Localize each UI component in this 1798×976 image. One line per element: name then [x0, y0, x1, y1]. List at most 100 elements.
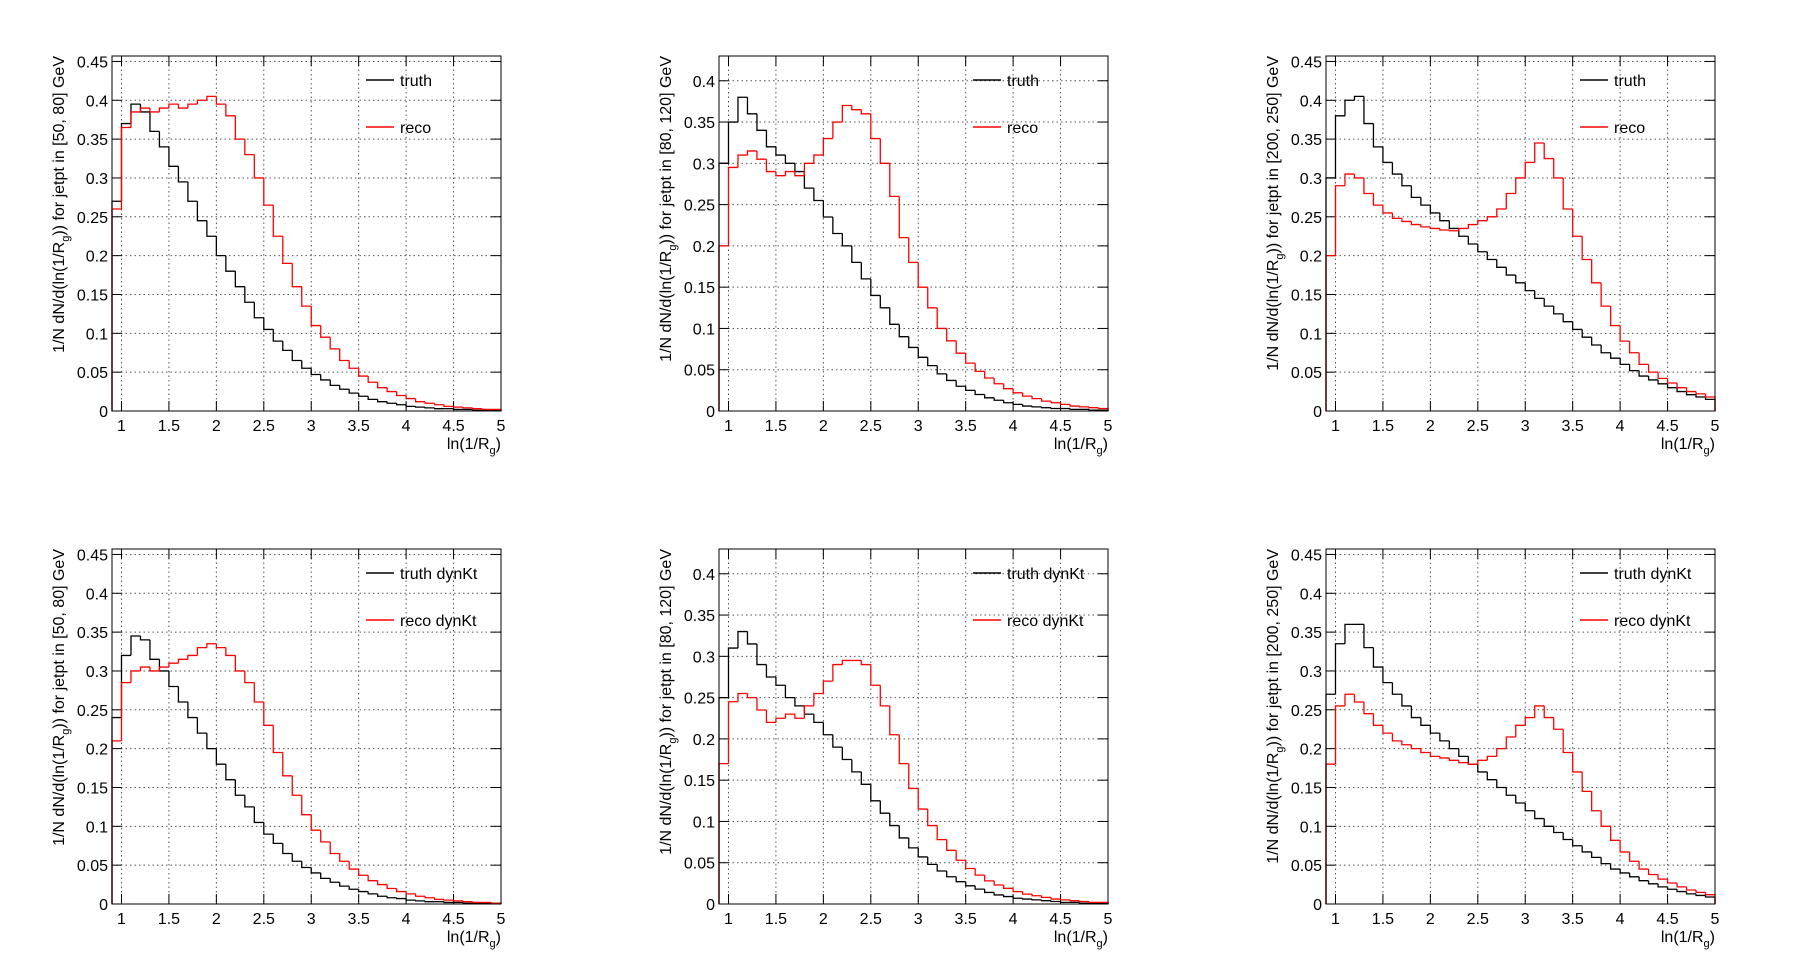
histogram-step [841, 659, 852, 665]
legend-label: truth dynKt [1007, 566, 1085, 583]
histogram-step [1534, 142, 1545, 163]
y-tick-label: 0.3 [1300, 171, 1322, 188]
histogram-step [1591, 259, 1602, 284]
histogram-step [1685, 886, 1697, 891]
x-tick-label: 5 [1104, 911, 1113, 928]
histogram-step [1581, 236, 1592, 261]
histogram-step [253, 302, 264, 319]
histogram-step [424, 407, 435, 409]
histogram-step [984, 875, 995, 882]
x-tick-label: 5 [497, 418, 506, 435]
histogram-step [263, 702, 274, 726]
histogram-step [377, 880, 388, 886]
histogram-step [1666, 886, 1678, 890]
histogram-step [206, 95, 217, 101]
histogram-step [1021, 404, 1033, 407]
histogram-step [965, 353, 976, 364]
y-tick-label: 0.3 [86, 171, 108, 188]
histogram-step [196, 201, 207, 222]
x-axis-label: ln(1/Rg) [1661, 929, 1715, 950]
x-tick-label: 3 [307, 911, 316, 928]
y-tick-label: 0.25 [77, 210, 108, 227]
histogram-step [1676, 383, 1687, 389]
histogram-step [1600, 282, 1611, 307]
histogram-step [358, 869, 369, 876]
histogram-step [1429, 725, 1440, 734]
histogram-step [187, 654, 198, 660]
histogram-step [158, 131, 169, 148]
histogram-step [120, 122, 131, 202]
x-tick-label: 4 [1009, 418, 1018, 435]
histogram-step [1050, 900, 1061, 903]
histogram-step [1676, 387, 1687, 393]
histogram-step [889, 705, 900, 736]
histogram-step [1334, 643, 1345, 695]
x-tick-label: 2 [212, 418, 221, 435]
histogram-step [775, 171, 786, 177]
y-tick-label: 0 [1313, 897, 1322, 914]
histogram-step [253, 682, 264, 703]
histogram-step [272, 329, 283, 342]
x-tick-label: 3.5 [348, 911, 370, 928]
histogram-step [433, 407, 445, 410]
histogram-step [851, 245, 862, 264]
x-tick-label: 3.5 [348, 418, 370, 435]
y-tick-label: 0.4 [86, 93, 108, 110]
x-tick-label: 4 [402, 911, 411, 928]
histogram-step [1695, 394, 1706, 398]
histogram-step [1050, 407, 1061, 410]
histogram-step [1572, 209, 1583, 237]
y-tick-label: 0.15 [77, 287, 108, 304]
histogram-step [1496, 747, 1507, 757]
histogram-step [1031, 406, 1042, 408]
histogram-step [215, 643, 226, 649]
histogram-step [1021, 898, 1033, 900]
histogram-step [1524, 161, 1535, 178]
histogram-step [367, 875, 378, 882]
histogram-step [746, 631, 757, 645]
x-tick-label: 1 [117, 418, 126, 435]
histogram-step [1382, 205, 1393, 214]
plot-frame [718, 548, 1109, 905]
histogram-step [1638, 370, 1649, 377]
histogram-step [946, 373, 957, 382]
y-tick-label: 0.2 [86, 742, 108, 759]
plot-frame [1325, 548, 1716, 905]
panel: 0 0.05 0.1 0.15 0.2 0.25 0.3 0.35 0.4 1 1.5 2 2.5 3 3.… [658, 55, 1113, 457]
histogram-step [339, 882, 350, 887]
histogram-step [756, 697, 767, 711]
legend-label: truth [400, 73, 432, 90]
histogram-step [225, 647, 236, 657]
histogram-step [1638, 861, 1649, 870]
histogram-step [1382, 725, 1393, 734]
histogram-step [879, 138, 890, 164]
x-tick-label: 2 [212, 911, 221, 928]
histogram-step [851, 759, 862, 773]
histogram-step [1496, 779, 1507, 789]
histogram-step [1420, 197, 1431, 206]
histogram-step [727, 166, 738, 246]
y-axis-label: 1/N dN/d(ln(1/Rg)) for jetpt in [200, 25… [1265, 549, 1286, 864]
histogram-step [974, 390, 985, 396]
histogram-step [111, 208, 122, 411]
x-tick-label: 4 [1009, 911, 1018, 928]
histogram-step [234, 779, 245, 796]
histogram-step [1050, 897, 1061, 900]
histogram-step [414, 398, 426, 403]
y-tick-label: 0.2 [693, 239, 715, 256]
histogram-step [1325, 763, 1336, 904]
histogram-step [1334, 115, 1345, 178]
histogram-step [1562, 313, 1573, 323]
y-tick-label: 0 [99, 897, 108, 914]
histogram-step [358, 393, 369, 397]
histogram-step [1600, 857, 1611, 865]
histogram-step [282, 752, 293, 777]
histogram-step [889, 307, 900, 325]
y-axis-label: 1/N dN/d(ln(1/Rg)) for jetpt in [80, 120… [658, 549, 679, 855]
histogram-step [860, 771, 871, 785]
histogram-step [1344, 173, 1355, 186]
histogram-step [955, 850, 966, 861]
histogram-step [1591, 851, 1602, 859]
histogram-step [1553, 826, 1564, 834]
x-tick-label: 3 [307, 418, 316, 435]
